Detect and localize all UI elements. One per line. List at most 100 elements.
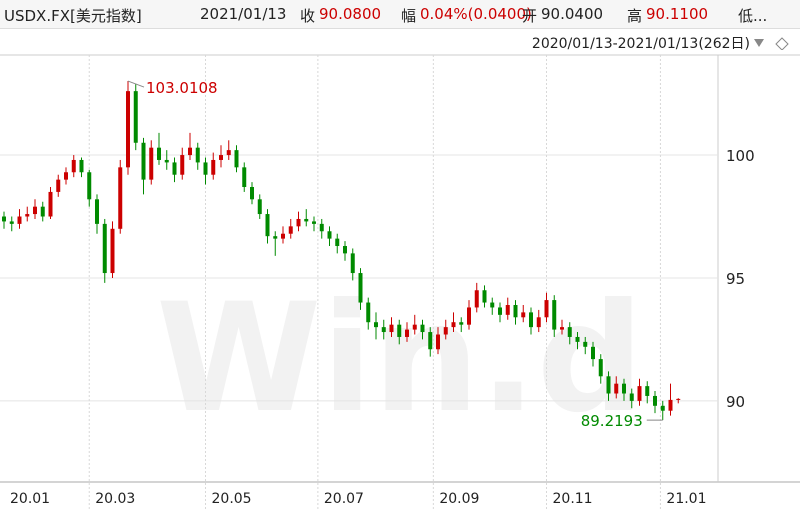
candle-body bbox=[412, 324, 417, 330]
candle-body bbox=[591, 346, 595, 360]
candle-body bbox=[188, 147, 192, 156]
change-label: 幅 bbox=[401, 7, 417, 25]
candle-body bbox=[428, 332, 433, 350]
low-label: 低... bbox=[738, 7, 768, 25]
candle-body bbox=[676, 398, 681, 400]
candle-body bbox=[118, 167, 123, 229]
candle-body bbox=[381, 327, 386, 333]
candle-body bbox=[149, 147, 154, 180]
range-icons[interactable] bbox=[752, 36, 798, 50]
candle-body bbox=[273, 236, 278, 239]
candle-body bbox=[529, 312, 533, 328]
candle-body bbox=[490, 302, 495, 308]
candle-body bbox=[296, 218, 301, 227]
candle-body bbox=[327, 231, 332, 239]
candle-body bbox=[265, 214, 270, 237]
candle-body bbox=[614, 383, 619, 394]
high: 90.1100 bbox=[646, 5, 709, 23]
max-label: 103.0108 bbox=[146, 79, 218, 97]
candle-body bbox=[552, 300, 557, 330]
close: 90.0800 bbox=[319, 5, 382, 23]
candle-body bbox=[157, 147, 161, 160]
candle-body bbox=[172, 162, 177, 175]
candle-body bbox=[498, 307, 502, 315]
candle-body bbox=[560, 327, 564, 330]
x-tick-label: 21.01 bbox=[666, 491, 706, 507]
max-arrow bbox=[127, 80, 145, 88]
candle-body bbox=[234, 150, 239, 168]
candle-body bbox=[141, 142, 146, 180]
candle-body bbox=[56, 179, 61, 192]
y-tick-label: 100 bbox=[726, 147, 755, 165]
candle-body bbox=[87, 172, 92, 200]
candle-body bbox=[250, 187, 254, 200]
candle-body bbox=[319, 223, 324, 232]
candle-body bbox=[343, 246, 347, 254]
candle-body bbox=[195, 147, 200, 163]
candle-body bbox=[653, 395, 657, 406]
candle-body bbox=[467, 307, 471, 325]
candle-body bbox=[95, 199, 99, 224]
candle-body bbox=[203, 162, 208, 175]
change: 0.04%(0.0400) bbox=[420, 5, 532, 23]
candle-body bbox=[405, 329, 409, 337]
candle-body bbox=[64, 172, 68, 180]
date: 2021/01/13 bbox=[200, 5, 287, 23]
close-label: 收 bbox=[300, 7, 316, 25]
candle-body bbox=[521, 312, 526, 318]
candle-body bbox=[257, 199, 262, 215]
candle-body bbox=[583, 341, 588, 347]
date-range[interactable]: 2020/01/13-2021/01/13(262日) bbox=[531, 36, 750, 52]
candle-body bbox=[389, 324, 394, 333]
candle-body bbox=[312, 221, 316, 224]
candle-body bbox=[219, 155, 223, 160]
open: 90.0400 bbox=[541, 5, 604, 23]
candle-body bbox=[629, 393, 634, 401]
x-tick-label: 20.11 bbox=[553, 491, 593, 507]
candle-body bbox=[33, 206, 37, 215]
candle-body bbox=[2, 216, 6, 222]
candle-body bbox=[598, 359, 603, 377]
candle-body bbox=[420, 324, 425, 333]
candle-body bbox=[17, 216, 22, 224]
candle-body bbox=[645, 386, 650, 396]
candle-body bbox=[575, 336, 580, 342]
candle-body bbox=[281, 233, 285, 239]
symbol: USDX.FX[美元指数] bbox=[4, 7, 142, 25]
min-label: 89.2193 bbox=[581, 412, 643, 430]
y-tick-label: 95 bbox=[726, 270, 745, 288]
candle-body bbox=[668, 399, 673, 411]
candle-body bbox=[211, 159, 216, 175]
x-tick-label: 20.05 bbox=[212, 491, 252, 507]
candle-body bbox=[79, 159, 84, 173]
candle-body bbox=[622, 383, 626, 394]
candle-body bbox=[242, 167, 247, 188]
candle-body bbox=[288, 226, 293, 234]
x-tick-label: 20.03 bbox=[95, 491, 135, 507]
candle-body bbox=[48, 191, 53, 217]
candle-body bbox=[335, 238, 340, 247]
candle-body bbox=[459, 322, 464, 325]
candle-body bbox=[25, 214, 30, 217]
candle-body bbox=[474, 290, 479, 308]
header-bar bbox=[0, 0, 800, 29]
candle-body bbox=[544, 300, 549, 318]
candle-body bbox=[40, 206, 45, 217]
high-label: 高 bbox=[627, 7, 643, 25]
candle-body bbox=[164, 159, 169, 163]
candle-body bbox=[350, 253, 355, 274]
candle-body bbox=[374, 322, 378, 328]
open-label: 开 bbox=[522, 7, 538, 25]
x-tick-label: 20.07 bbox=[324, 491, 364, 507]
watermark: Win.d bbox=[156, 272, 644, 446]
candle-body bbox=[436, 334, 440, 350]
candle-body bbox=[358, 273, 363, 303]
candle-body bbox=[536, 317, 541, 328]
candle-body bbox=[482, 290, 487, 303]
candle-body bbox=[606, 376, 611, 394]
candle-body bbox=[226, 150, 231, 156]
candle-body bbox=[102, 223, 107, 274]
candle-body bbox=[513, 305, 518, 318]
